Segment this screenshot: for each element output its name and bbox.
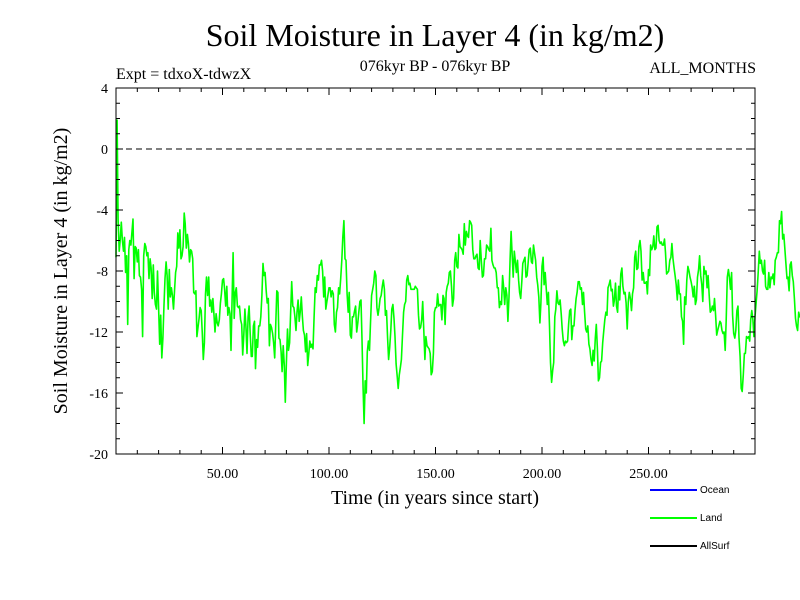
- x-tick-label: 250.00: [629, 467, 668, 482]
- legend: Ocean Land AllSurf: [650, 485, 730, 552]
- x-axis-label: Time (in years since start): [331, 487, 539, 509]
- y-tick-label: 4: [101, 82, 108, 97]
- y-tick-label: -8: [96, 265, 108, 280]
- y-tick-label: -4: [96, 204, 108, 219]
- x-tick-label: 200.00: [523, 467, 562, 482]
- y-tick-label: -16: [89, 387, 108, 402]
- legend-allsurf-label: AllSurf: [700, 541, 730, 552]
- series-line-land: [115, 119, 800, 425]
- y-tick-label: 0: [101, 143, 108, 158]
- plot-area: 50.00 100.00 150.00 200.00 250.00 -20 -16 -12 -8…: [89, 82, 800, 482]
- legend-ocean-label: Ocean: [700, 485, 729, 496]
- chart-title: Soil Moisture in Layer 4 (in kg/m2): [206, 17, 665, 53]
- period-label: 076kyr BP - 076kyr BP: [360, 58, 511, 75]
- months-label: ALL_MONTHS: [649, 60, 756, 77]
- y-tick-label: -20: [89, 448, 108, 463]
- x-tick-label: 100.00: [310, 467, 349, 482]
- y-tick-label: -12: [89, 326, 108, 341]
- x-tick-label: 150.00: [416, 467, 455, 482]
- y-axis-label: Soil Moisture in Layer 4 (in kg/m2): [50, 128, 72, 415]
- legend-land-label: Land: [700, 513, 722, 524]
- x-tick-label: 50.00: [207, 467, 239, 482]
- experiment-label: Expt = tdxoX-tdwzX: [116, 66, 252, 83]
